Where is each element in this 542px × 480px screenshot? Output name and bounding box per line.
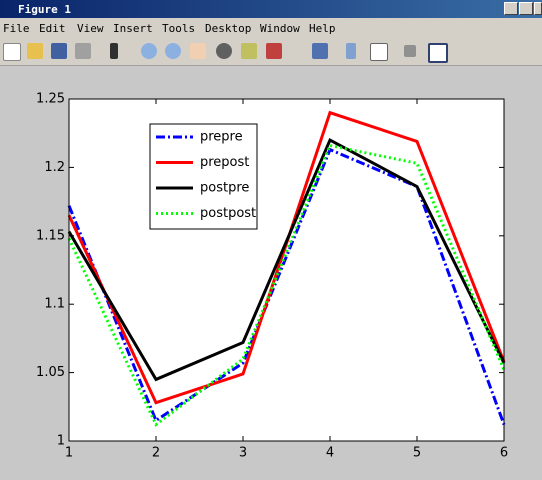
data-line bbox=[67, 143, 506, 427]
brush-button[interactable] bbox=[266, 43, 282, 59]
edit-plot-button[interactable] bbox=[110, 43, 118, 59]
x-tick-label: 6 bbox=[500, 446, 508, 461]
y-tick-label: 1.2 bbox=[44, 160, 65, 175]
legend-label: postpost bbox=[200, 206, 256, 221]
x-tick-label: 5 bbox=[413, 446, 421, 461]
window-title: Figure 1 bbox=[18, 3, 71, 16]
y-tick-label: 1 bbox=[57, 434, 65, 449]
print-button[interactable] bbox=[75, 43, 91, 59]
menu-item[interactable]: Tools bbox=[162, 22, 196, 35]
menu-item[interactable]: Help bbox=[309, 22, 336, 35]
maximize-button[interactable] bbox=[519, 2, 533, 15]
plot-area bbox=[68, 98, 505, 442]
legend-label: postpre bbox=[200, 181, 249, 196]
legend-label: prepost bbox=[200, 155, 249, 170]
title-bar: Figure 1 bbox=[0, 0, 542, 18]
menu-item[interactable]: Desktop bbox=[205, 22, 252, 35]
toolbar bbox=[0, 38, 542, 66]
x-tick-label: 2 bbox=[152, 446, 160, 461]
hide-tools-button[interactable] bbox=[404, 45, 416, 57]
plot-border bbox=[68, 98, 505, 442]
y-tick-label: 1.15 bbox=[36, 228, 65, 243]
legend-button[interactable] bbox=[370, 43, 388, 61]
menu-item[interactable]: View bbox=[77, 22, 104, 35]
legend-box bbox=[149, 123, 258, 230]
colorbar-button[interactable] bbox=[346, 43, 356, 59]
new-button[interactable] bbox=[3, 43, 21, 61]
save-button[interactable] bbox=[51, 43, 67, 59]
menu-bar: File Edit View Insert Tools Desktop Window Help bbox=[0, 18, 542, 38]
link-button[interactable] bbox=[312, 43, 328, 59]
pan-button[interactable] bbox=[190, 43, 206, 59]
zoom-out-button[interactable] bbox=[165, 43, 181, 59]
menu-item[interactable]: Insert bbox=[113, 22, 153, 35]
open-button[interactable] bbox=[27, 43, 43, 59]
data-line bbox=[67, 137, 506, 382]
zoom-in-button[interactable] bbox=[141, 43, 157, 59]
legend-label: prepre bbox=[200, 130, 243, 145]
menu-item[interactable]: Edit bbox=[39, 22, 66, 35]
y-tick-label: 1.05 bbox=[36, 365, 65, 380]
menu-item[interactable]: File bbox=[3, 22, 30, 35]
x-tick-label: 3 bbox=[239, 446, 247, 461]
x-tick-label: 1 bbox=[65, 446, 73, 461]
menu-item[interactable]: Window bbox=[260, 22, 300, 35]
data-cursor-button[interactable] bbox=[241, 43, 257, 59]
x-tick-label: 4 bbox=[326, 446, 334, 461]
data-line bbox=[67, 147, 506, 426]
show-tools-button[interactable] bbox=[428, 43, 448, 63]
y-tick-label: 1.1 bbox=[44, 297, 65, 312]
y-tick-label: 1.25 bbox=[36, 92, 65, 107]
rotate-button[interactable] bbox=[216, 43, 232, 59]
minimize-button[interactable] bbox=[504, 2, 518, 15]
